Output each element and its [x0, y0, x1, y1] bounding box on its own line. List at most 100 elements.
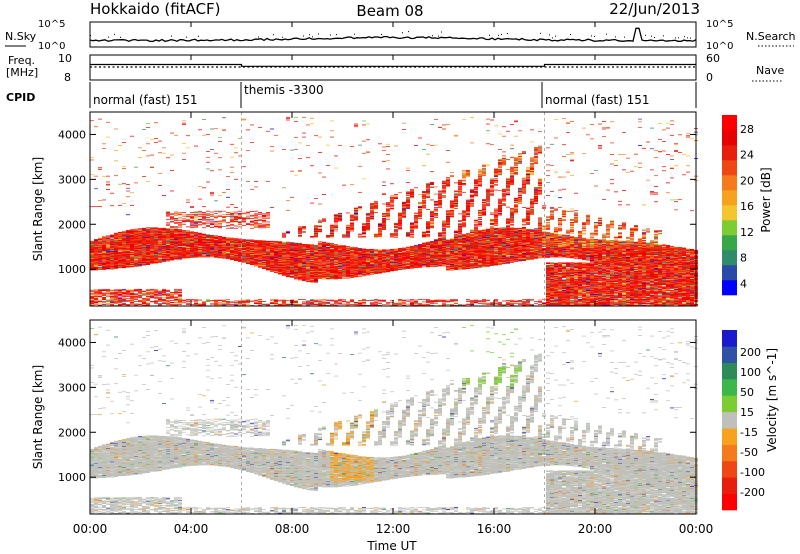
power-cell [138, 241, 142, 243]
power-cell [186, 239, 190, 241]
power-cell [174, 294, 178, 296]
power-cell [94, 302, 98, 304]
power-cell [146, 247, 150, 248]
power-cell [118, 295, 122, 297]
power-cell [174, 256, 178, 258]
power-cell [254, 216, 258, 218]
power-cell [150, 253, 154, 255]
power-cell [130, 290, 134, 292]
power-cell [102, 243, 106, 245]
power-cell [102, 262, 106, 264]
power-cell [170, 248, 174, 249]
power-cell [138, 239, 142, 240]
power-cell [146, 228, 150, 230]
power-cell [114, 247, 118, 249]
power-cell [214, 221, 218, 222]
power-cell [186, 250, 190, 252]
power-cell [178, 224, 182, 226]
power-cell [258, 220, 262, 221]
power-cell [146, 304, 150, 305]
power-cell [230, 225, 234, 226]
power-cell [94, 261, 98, 263]
power-cell [134, 243, 138, 245]
power-cell [122, 302, 126, 304]
power-cell [206, 214, 210, 216]
power-cell [258, 259, 262, 261]
power-cell [154, 228, 158, 230]
power-cell [246, 301, 250, 302]
power-cell [274, 258, 278, 260]
power-cell [118, 267, 122, 269]
power-cell [294, 116, 298, 118]
station-title: Hokkaido (fitACF) [90, 0, 221, 18]
power-cell [174, 251, 178, 253]
power-cell [254, 225, 258, 226]
power-cell [130, 246, 134, 248]
power-cell [102, 147, 106, 149]
power-cell [190, 223, 194, 225]
power-cell [210, 170, 214, 172]
power-cell [274, 134, 278, 136]
power-cell [206, 234, 210, 236]
power-cell [210, 249, 214, 251]
power-cell [194, 247, 198, 249]
nave-tick-bottom: 0 [706, 71, 713, 84]
power-cell [174, 232, 178, 234]
power-cell [174, 300, 178, 302]
power-cell [130, 261, 134, 263]
power-cell [162, 258, 166, 260]
power-cell [178, 238, 182, 239]
power-cell [118, 253, 122, 255]
power-cell [134, 257, 138, 259]
power-cell [158, 238, 162, 239]
power-cell [114, 128, 118, 130]
power-cell [190, 223, 194, 225]
power-cell [166, 254, 170, 256]
power-cell [182, 232, 186, 234]
power-cell [118, 247, 122, 249]
power-cell [158, 140, 162, 142]
power-cell [122, 256, 126, 257]
power-cell [130, 263, 134, 265]
power-cell [286, 200, 290, 201]
power-cell [178, 257, 182, 259]
power-cell [142, 244, 146, 246]
power-cell [154, 258, 158, 260]
power-cell [210, 244, 214, 246]
power-cell [254, 223, 258, 225]
power-cell [130, 248, 134, 249]
power-cell [118, 233, 122, 235]
power-cell [138, 248, 142, 250]
power-cell [254, 215, 258, 217]
power-cell [126, 238, 130, 240]
noise-search-dot [591, 35, 592, 37]
power-cell [138, 264, 142, 266]
power-cell [182, 243, 186, 244]
power-cell [146, 248, 150, 250]
power-cell [194, 223, 198, 225]
power-cell [118, 304, 122, 305]
power-cell [194, 215, 198, 217]
power-cell [102, 237, 106, 239]
power-cell [210, 236, 214, 238]
power-cell [114, 263, 118, 265]
power-cell [134, 166, 138, 168]
power-cell [182, 242, 186, 244]
power-cell [170, 255, 174, 257]
power-cell [198, 238, 202, 240]
power-cell [130, 302, 134, 304]
power-cell [98, 248, 102, 249]
power-cell [110, 254, 114, 256]
power-cell [130, 297, 134, 299]
power-cell [194, 213, 198, 215]
power-cell [238, 301, 242, 303]
power-cell [130, 235, 134, 237]
power-cell [130, 298, 134, 300]
power-cell [314, 227, 318, 229]
power-cell [110, 268, 114, 270]
power-cell [122, 290, 126, 292]
power-cell [182, 248, 186, 250]
power-cell [102, 143, 106, 145]
power-cell [142, 259, 146, 261]
power-cell [174, 304, 178, 306]
